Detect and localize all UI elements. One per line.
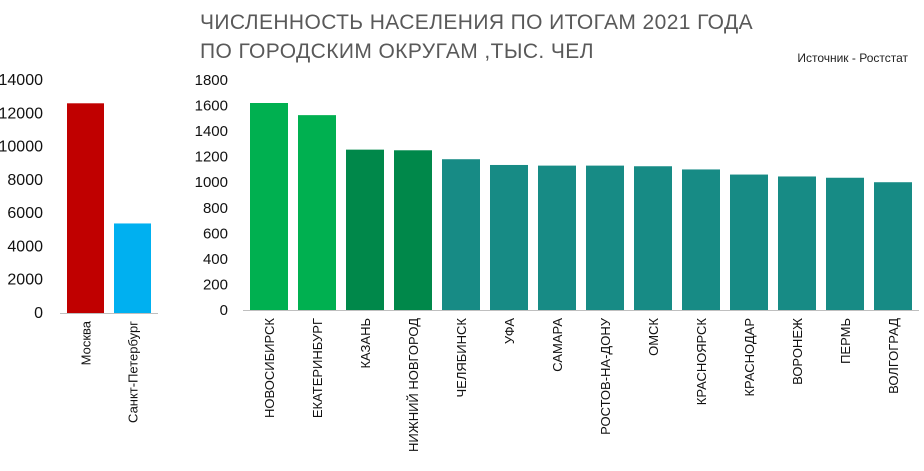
chart-panel-moscow-spb: 0 2000 4000 6000 8000 10000 12000 14000 Москва Са… bbox=[0, 72, 158, 423]
bar bbox=[394, 150, 432, 310]
source-note: Источник - Ростстат bbox=[797, 51, 908, 65]
y-tick-label: 600 bbox=[203, 225, 228, 242]
category-label: ВОЛГОГРАД bbox=[886, 318, 901, 394]
y-tick-label: 1200 bbox=[195, 149, 228, 166]
category-label: ПЕРМЬ bbox=[838, 318, 853, 364]
bar bbox=[490, 164, 528, 310]
category-label: ЕКАТЕРИНБУРГ bbox=[310, 318, 325, 418]
bar bbox=[634, 166, 672, 310]
y-tick-label: 1800 bbox=[195, 72, 228, 89]
category-label: КАЗАНЬ bbox=[358, 318, 373, 369]
bar bbox=[538, 165, 576, 310]
category-label: НОВОСИБИРСК bbox=[262, 318, 277, 418]
category-label: РОСТОВ-НА-ДОНУ bbox=[598, 317, 613, 435]
y-tick-label: 10000 bbox=[0, 139, 43, 156]
bar bbox=[778, 176, 816, 310]
category-label: КРАСНОДАР bbox=[742, 318, 757, 397]
category-label: НИЖНИЙ НОВГОРОД bbox=[406, 318, 421, 452]
category-label: Москва bbox=[79, 320, 94, 365]
y-tick-label: 1000 bbox=[195, 174, 228, 191]
y-tick-label: 1400 bbox=[195, 123, 228, 140]
y-tick-label: 14000 bbox=[0, 72, 43, 89]
y-tick-label: 12000 bbox=[0, 105, 43, 122]
bar bbox=[250, 103, 288, 310]
y-tick-label: 0 bbox=[220, 302, 228, 319]
bar bbox=[67, 103, 104, 313]
y-tick-label: 0 bbox=[34, 305, 43, 322]
y-tick-label: 200 bbox=[203, 276, 228, 293]
chart-title-line-2: ПО ГОРОДСКИМ ОКРУГАМ ,ТЫС. ЧЕЛ bbox=[200, 40, 594, 63]
y-tick-label: 800 bbox=[203, 200, 228, 217]
y-tick-label: 4000 bbox=[7, 238, 43, 255]
bar bbox=[826, 177, 864, 310]
chart-title: ЧИСЛЕННОСТЬ НАСЕЛЕНИЯ ПО ИТОГАМ 2021 ГОД… bbox=[200, 8, 840, 66]
category-label: САМАРА bbox=[550, 318, 565, 372]
y-tick-label: 400 bbox=[203, 251, 228, 268]
bar bbox=[114, 223, 151, 313]
bar bbox=[874, 182, 912, 310]
y-tick-label: 2000 bbox=[7, 272, 43, 289]
category-label: УФА bbox=[502, 318, 517, 344]
bar bbox=[682, 169, 720, 310]
bar bbox=[298, 115, 336, 310]
category-label: КРАСНОЯРСК bbox=[694, 318, 709, 406]
y-tick-label: 8000 bbox=[7, 172, 43, 189]
y-tick-label: 1600 bbox=[195, 98, 228, 115]
bar bbox=[586, 165, 624, 310]
y-tick-label: 6000 bbox=[7, 205, 43, 222]
category-label: ВОРОНЕЖ bbox=[790, 318, 805, 385]
bar bbox=[442, 159, 480, 310]
chart-panel-regional-cities: 0 200 400 600 800 1000 1200 1400 1600 1800 НОВОСИБ… bbox=[195, 72, 919, 452]
bar bbox=[730, 174, 768, 310]
category-label: ЧЕЛЯБИНСК bbox=[454, 318, 469, 398]
category-label: Санкт-Петербург bbox=[126, 321, 141, 423]
chart-title-line-1: ЧИСЛЕННОСТЬ НАСЕЛЕНИЯ ПО ИТОГАМ 2021 ГОД… bbox=[200, 11, 753, 34]
bar bbox=[346, 149, 384, 310]
category-label: ОМСК bbox=[646, 318, 661, 356]
